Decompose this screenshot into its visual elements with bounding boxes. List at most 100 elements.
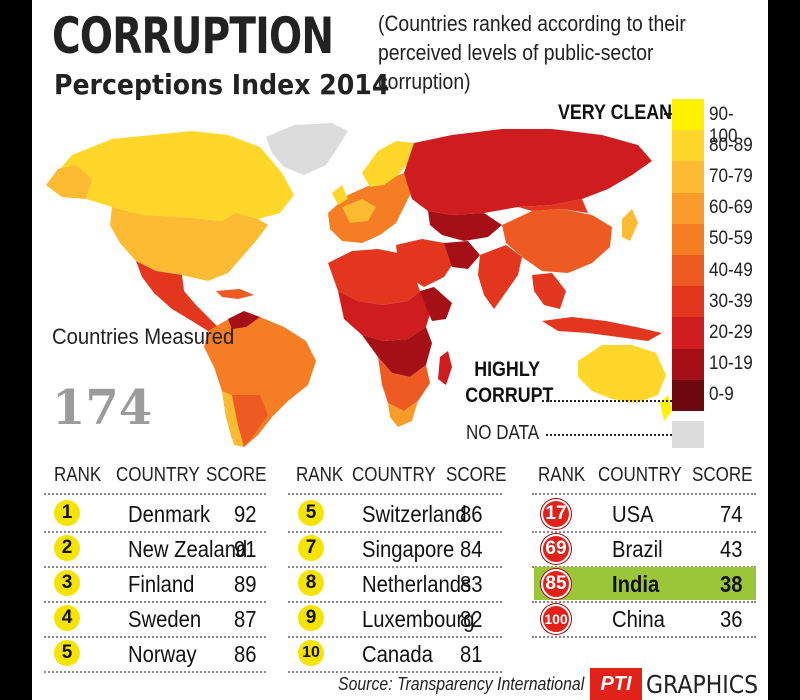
highly-corrupt-leader (542, 400, 672, 402)
header-country: COUNTRY (598, 464, 682, 486)
infographic: CORRUPTION Perceptions Index 2014 (Count… (32, 0, 768, 700)
venezuela-region (228, 311, 260, 329)
country-score: 87 (234, 606, 257, 632)
legend-range-label: 10-19 (709, 353, 753, 375)
rank-badge: 8 (298, 570, 324, 596)
legend-swatch (672, 286, 704, 318)
legend-range-label: 70-79 (709, 166, 753, 187)
country-name: Norway (128, 641, 197, 667)
header-score: SCORE (446, 464, 507, 486)
caribbean-region (216, 289, 254, 299)
mexico-region (136, 261, 218, 331)
rank-badge: 9 (298, 605, 324, 631)
argentina-region (232, 395, 268, 447)
country-name: USA (612, 501, 654, 527)
legend-swatch (672, 348, 704, 380)
table-row: 17 USA 74 (532, 496, 756, 533)
greenland-region (266, 123, 348, 175)
very-clean-leader (664, 113, 672, 115)
page-title: CORRUPTION (52, 7, 334, 65)
country-score: 38 (720, 571, 743, 597)
country-name: China (612, 606, 665, 632)
country-name: Canada (362, 641, 433, 667)
rank-badge: 85 (541, 569, 571, 599)
alaska-region (46, 165, 92, 199)
table-row: 100 China 36 (532, 601, 756, 638)
legend-swatch (672, 317, 704, 349)
legend-range-label: 50-59 (709, 228, 753, 250)
central-africa-region (362, 327, 432, 377)
header-rank: RANK (538, 464, 586, 486)
rank-badge: 5 (54, 640, 80, 666)
rank-badge: 3 (54, 570, 80, 596)
table-row: 7 Singapore 84 (288, 531, 502, 568)
country-score: 92 (234, 501, 257, 527)
legend-range-label: 0-9 (709, 384, 734, 406)
country-name: New Zealand (128, 536, 248, 562)
table-row: 85 India 38 (532, 566, 756, 603)
country-score: 82 (460, 606, 483, 632)
japan-region (622, 209, 638, 241)
rank-badge: 100 (541, 604, 571, 634)
table-row: 2 New Zealand 91 (44, 531, 266, 568)
horn-africa-region (420, 287, 452, 321)
header-rank: RANK (296, 464, 344, 486)
mongolia-region (518, 199, 588, 213)
row-divider (44, 671, 266, 673)
country-score: 83 (460, 571, 483, 597)
legend-very-clean-label: VERY CLEAN (558, 101, 673, 124)
countries-measured-label: Countries Measured (52, 324, 235, 349)
rank-badge: 5 (298, 500, 324, 526)
rank-badge: 69 (541, 534, 571, 564)
legend-swatch (672, 161, 704, 193)
row-divider (288, 601, 502, 603)
table-row: 10 Canada 81 (288, 636, 502, 673)
header-rank: RANK (54, 464, 102, 486)
page-subtitle: Perceptions Index 2014 (54, 68, 390, 101)
rank-badge: 7 (298, 535, 324, 561)
table-row: 9 Luxembourg 82 (288, 601, 502, 638)
row-divider (532, 531, 756, 533)
header-score: SCORE (206, 464, 267, 486)
table-divider (288, 493, 502, 495)
country-score: 86 (234, 641, 257, 667)
southern-africa-region (378, 357, 430, 411)
china-region (502, 209, 612, 273)
rank-badge: 4 (54, 605, 80, 631)
legend-swatch (672, 379, 704, 411)
iran-region (444, 241, 480, 269)
legend-highly-corrupt-label: HIGHLY CORRUPT (465, 358, 554, 407)
row-divider (288, 531, 502, 533)
row-highlight (534, 567, 756, 600)
table-row: 5 Switzerland 86 (288, 496, 502, 533)
legend-swatch (672, 99, 704, 131)
header-country: COUNTRY (116, 464, 200, 486)
row-divider (532, 601, 756, 603)
country-name: India (612, 571, 660, 597)
country-name: Denmark (128, 501, 211, 527)
country-score: 84 (460, 536, 483, 562)
usa-region (110, 207, 268, 281)
source-credit: Source: Transparency International (338, 674, 585, 694)
rank-badge: 10 (298, 640, 324, 666)
description: (Countries ranked according to their per… (378, 11, 686, 94)
table-divider (532, 493, 756, 495)
legend-range-label: 90-100 (709, 103, 738, 147)
table-row: 3 Finland 89 (44, 566, 266, 603)
legend-range-label: 80-89 (709, 134, 753, 156)
legend-no-data-swatch (672, 421, 704, 448)
row-divider (288, 671, 502, 673)
central-asia-region (428, 211, 502, 241)
table-row: 4 Sweden 87 (44, 601, 266, 638)
row-divider (44, 566, 266, 568)
india-region (478, 245, 522, 309)
north-africa-region (328, 249, 420, 305)
row-divider (532, 636, 756, 638)
western-europe-region (342, 199, 376, 223)
country-score: 91 (234, 536, 257, 562)
legend-no-data-label: NO DATA (466, 422, 540, 444)
country-name: Sweden (128, 606, 202, 632)
country-score: 89 (234, 571, 257, 597)
country-name: Luxembourg (362, 606, 475, 632)
country-name: Netherlands (362, 571, 472, 597)
